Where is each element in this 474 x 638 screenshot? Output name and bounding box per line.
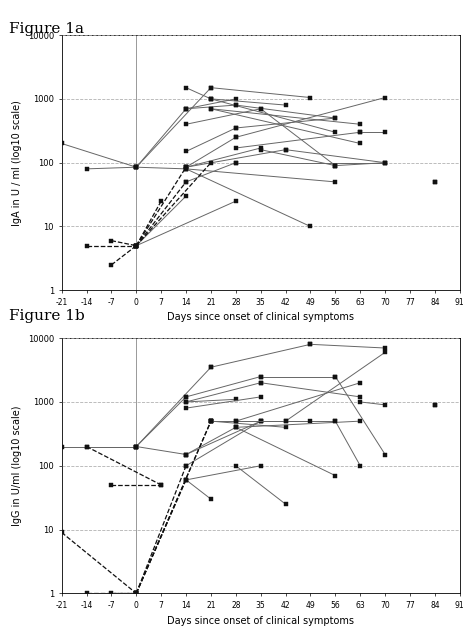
X-axis label: Days since onset of clinical symptoms: Days since onset of clinical symptoms [167,616,354,625]
Text: Figure 1a: Figure 1a [9,22,84,36]
Y-axis label: IgA in U / ml (log10 scale): IgA in U / ml (log10 scale) [12,100,22,226]
X-axis label: Days since onset of clinical symptoms: Days since onset of clinical symptoms [167,313,354,322]
Y-axis label: IgG in U/ml (log10 scale): IgG in U/ml (log10 scale) [12,406,22,526]
Text: Figure 1b: Figure 1b [9,309,85,323]
